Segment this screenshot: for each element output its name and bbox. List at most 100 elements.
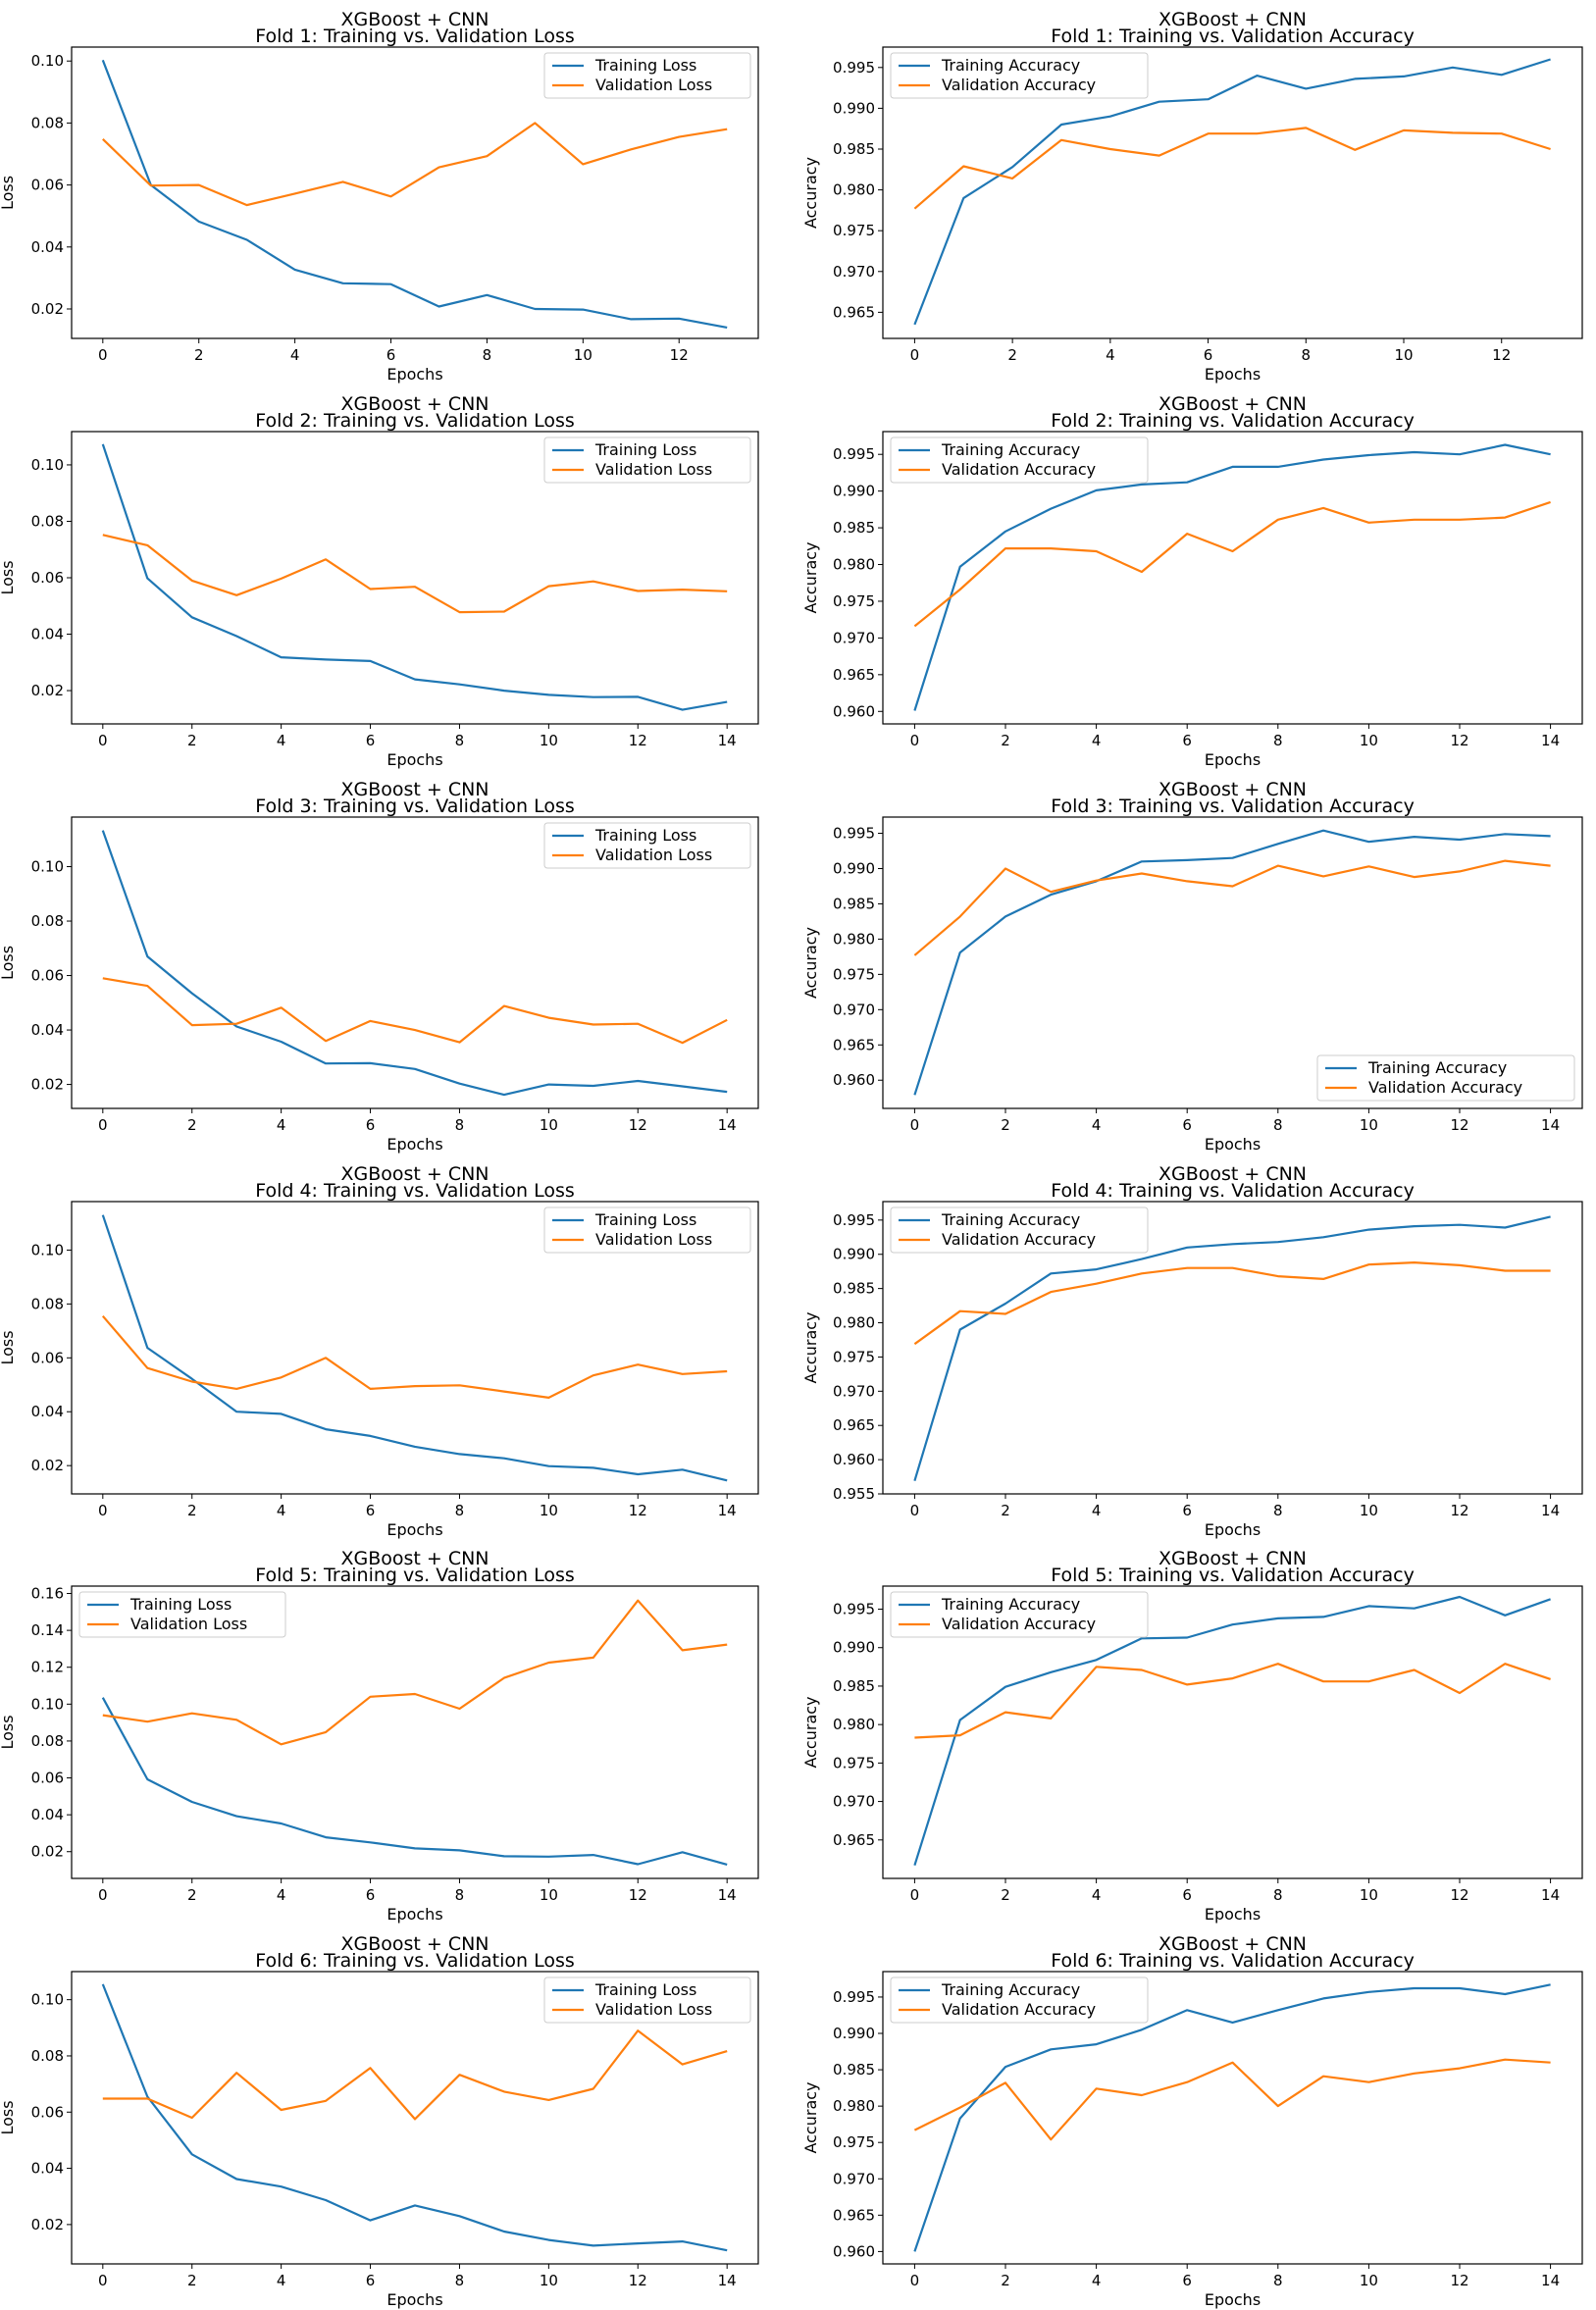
legend-box xyxy=(890,1206,1149,1254)
x-tick-label: 6 xyxy=(1182,732,1192,749)
chart-title: XGBoost + CNN xyxy=(340,779,489,800)
y-tick-label: 0.975 xyxy=(833,2133,875,2151)
y-tick-label: 0.995 xyxy=(833,1988,875,2006)
axes-frame xyxy=(882,46,1583,339)
y-tick-label: 0.975 xyxy=(833,1754,875,1771)
y-tick-label: 0.985 xyxy=(833,140,875,158)
series-line-training xyxy=(913,1215,1551,1482)
y-tick-label: 0.02 xyxy=(31,1076,64,1094)
x-tick-label: 14 xyxy=(718,732,737,749)
legend-label: Validation Accuracy xyxy=(942,1230,1096,1249)
x-tick-label: 4 xyxy=(1092,1502,1102,1519)
legend-box xyxy=(543,436,751,484)
series-line-validation xyxy=(102,977,728,1045)
x-tick-label: 12 xyxy=(629,2272,647,2289)
chart-subtitle: Fold 5: Training vs. Validation Accuracy xyxy=(1051,1565,1415,1586)
y-tick-label: 0.970 xyxy=(833,1382,875,1400)
y-tick-label: 0.970 xyxy=(833,1793,875,1811)
legend-box xyxy=(890,1591,1149,1638)
x-axis-label: Epochs xyxy=(1205,1135,1261,1154)
y-tick-label: 0.980 xyxy=(833,930,875,948)
y-tick-label: 0.995 xyxy=(833,825,875,843)
x-tick-label: 14 xyxy=(1541,1886,1560,1904)
x-tick-label: 4 xyxy=(290,346,300,364)
x-tick-label: 10 xyxy=(1360,1886,1378,1904)
series-line-training xyxy=(101,830,728,1097)
y-tick-label: 0.985 xyxy=(833,1280,875,1298)
chart-subtitle: Fold 3: Training vs. Validation Loss xyxy=(255,796,575,817)
x-tick-label: 8 xyxy=(1273,2272,1283,2289)
legend-label: Validation Loss xyxy=(595,1230,712,1249)
series-line-validation xyxy=(913,859,1551,956)
x-tick-label: 8 xyxy=(483,346,492,364)
y-axis-label: Accuracy xyxy=(801,1696,820,1768)
x-axis-label: Epochs xyxy=(386,1520,442,1539)
x-tick-label: 4 xyxy=(277,732,286,749)
x-tick-label: 0 xyxy=(98,732,108,749)
x-tick-label: 0 xyxy=(98,1116,108,1134)
series-line-validation xyxy=(102,2029,728,2121)
y-tick-label: 0.10 xyxy=(31,858,64,876)
chart-title: XGBoost + CNN xyxy=(1158,9,1307,30)
series-line-validation xyxy=(913,1260,1551,1346)
y-axis-label: Loss xyxy=(0,176,17,210)
axes-frame xyxy=(71,1201,759,1495)
x-tick-label: 0 xyxy=(910,2272,920,2289)
x-tick-label: 8 xyxy=(1273,1886,1283,1904)
chart-subtitle: Fold 1: Training vs. Validation Accuracy xyxy=(1051,26,1415,47)
y-tick-label: 0.965 xyxy=(833,2206,875,2224)
series-line-training xyxy=(913,1595,1551,1867)
legend-label: Validation Loss xyxy=(595,460,712,479)
y-tick-label: 0.970 xyxy=(833,1001,875,1018)
y-tick-label: 0.970 xyxy=(833,629,875,646)
series-line-validation xyxy=(913,500,1551,628)
x-tick-label: 10 xyxy=(540,1116,558,1134)
x-tick-label: 14 xyxy=(718,2272,737,2289)
y-axis-label: Accuracy xyxy=(801,2081,820,2153)
x-axis-label: Epochs xyxy=(1205,750,1261,769)
x-tick-label: 2 xyxy=(187,1116,197,1134)
y-axis-label: Accuracy xyxy=(801,157,820,229)
series-line-validation xyxy=(913,2058,1551,2141)
x-tick-label: 8 xyxy=(455,1886,465,1904)
legend-label: Validation Accuracy xyxy=(942,460,1096,479)
x-tick-label: 6 xyxy=(1182,1116,1192,1134)
x-tick-label: 2 xyxy=(1007,346,1017,364)
y-tick-label: 0.02 xyxy=(31,682,64,699)
y-tick-label: 0.08 xyxy=(31,2047,64,2065)
y-tick-label: 0.970 xyxy=(833,2170,875,2187)
x-tick-label: 10 xyxy=(540,2272,558,2289)
x-tick-label: 12 xyxy=(1450,2272,1468,2289)
legend-label: Training Accuracy xyxy=(941,1210,1080,1229)
x-tick-label: 12 xyxy=(1450,732,1468,749)
x-tick-label: 12 xyxy=(1450,1886,1468,1904)
y-tick-label: 0.10 xyxy=(31,52,64,70)
series-line-training xyxy=(913,443,1551,711)
x-tick-label: 8 xyxy=(455,1502,465,1519)
x-tick-label: 6 xyxy=(1204,346,1213,364)
y-tick-label: 0.10 xyxy=(31,1695,64,1713)
y-tick-label: 0.990 xyxy=(833,483,875,500)
y-tick-label: 0.12 xyxy=(31,1659,64,1676)
legend-label: Training Loss xyxy=(594,826,696,845)
chart-title: XGBoost + CNN xyxy=(1158,393,1307,415)
legend-box xyxy=(78,1591,286,1638)
series-line-training xyxy=(101,443,728,711)
y-tick-label: 0.960 xyxy=(833,1071,875,1089)
series-line-training xyxy=(913,58,1551,326)
series-line-training xyxy=(913,829,1551,1096)
chart-title: XGBoost + CNN xyxy=(340,1548,489,1569)
y-tick-label: 0.960 xyxy=(833,702,875,720)
